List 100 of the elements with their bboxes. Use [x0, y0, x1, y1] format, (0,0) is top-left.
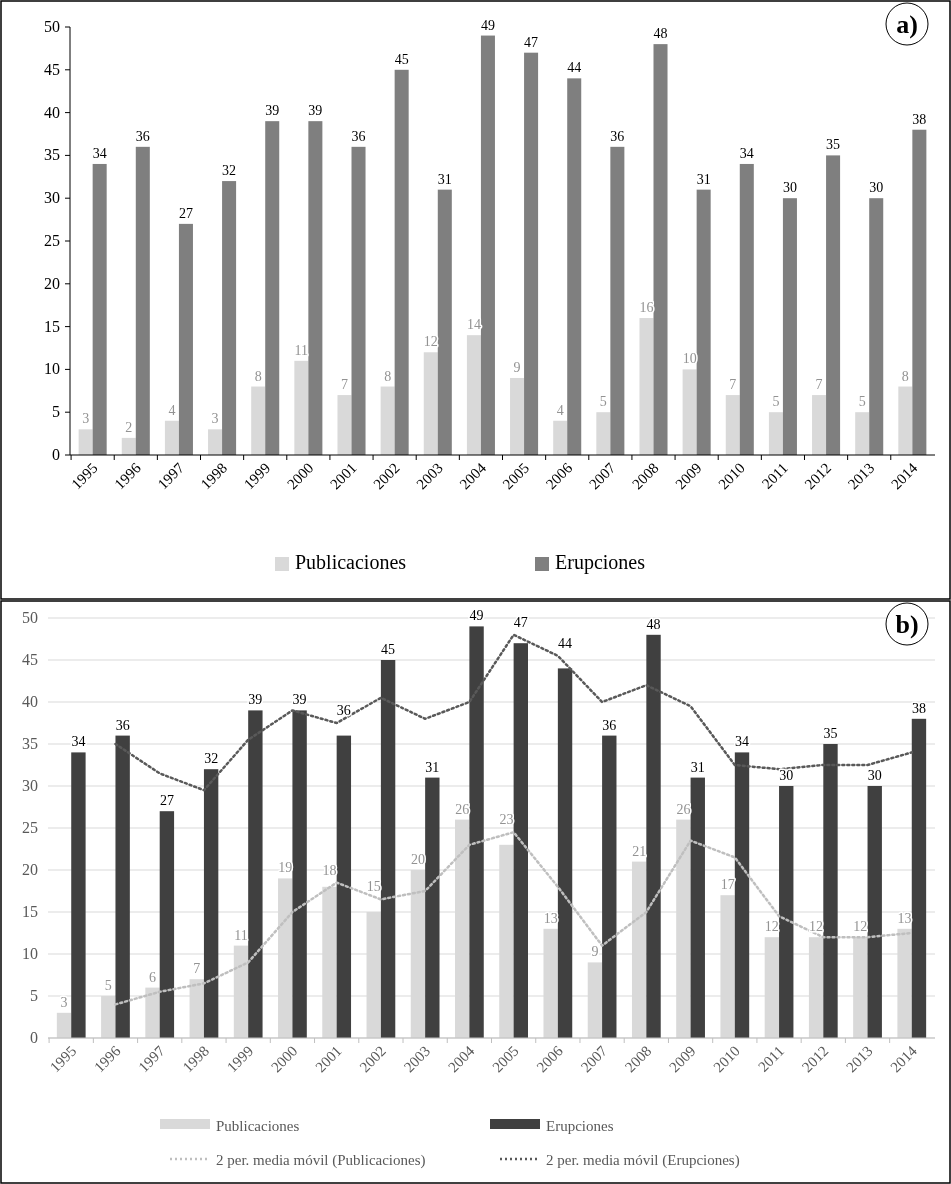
data-label: 44 — [558, 635, 573, 651]
bar — [208, 429, 223, 455]
bar — [639, 318, 654, 455]
bar — [164, 420, 179, 455]
data-label: 30 — [869, 180, 884, 196]
y-tick-label: 35 — [22, 735, 38, 752]
y-tick-label: 50 — [44, 18, 60, 35]
bar — [469, 626, 484, 1038]
data-label: 31 — [425, 759, 440, 775]
bar — [480, 35, 495, 455]
data-label: 9 — [513, 359, 521, 375]
data-label: 34 — [735, 734, 750, 750]
bar — [513, 643, 528, 1038]
y-tick-label: 0 — [30, 1029, 38, 1046]
data-label: 4 — [168, 402, 176, 418]
data-label: 36 — [602, 717, 617, 733]
bar — [696, 189, 711, 455]
data-label: 27 — [178, 205, 193, 221]
bar — [78, 429, 93, 455]
data-label: 7 — [193, 961, 201, 977]
data-label: 6 — [149, 969, 157, 985]
data-label: 4 — [556, 402, 564, 418]
data-label: 39 — [248, 692, 263, 708]
bar — [121, 437, 136, 455]
bar — [159, 811, 175, 1038]
bar — [682, 369, 697, 455]
data-label: 8 — [254, 368, 262, 384]
data-label: 26 — [455, 801, 470, 817]
bar — [826, 155, 841, 455]
bar — [768, 412, 783, 455]
data-label: 10 — [682, 351, 697, 367]
data-label: 38 — [912, 111, 927, 127]
data-label: 12 — [853, 919, 868, 935]
bar — [812, 395, 827, 455]
data-label: 34 — [92, 145, 107, 161]
y-tick-label: 15 — [44, 317, 60, 335]
data-label: 48 — [653, 26, 668, 42]
data-label: 47 — [524, 34, 539, 50]
y-tick-label: 30 — [22, 777, 38, 794]
y-tick-label: 25 — [44, 232, 60, 249]
y-tick-label: 10 — [44, 360, 60, 378]
bar — [178, 223, 193, 455]
data-label: 44 — [567, 60, 582, 76]
legend-label: Erupciones — [555, 551, 646, 574]
data-label: 7 — [340, 377, 348, 393]
data-label: 11 — [294, 342, 309, 358]
y-tick-label: 50 — [22, 609, 38, 626]
bar — [56, 1012, 72, 1038]
data-label: 12 — [764, 919, 779, 935]
data-label: 38 — [911, 700, 926, 716]
legend-label: 2 per. media móvil (Erupciones) — [546, 1152, 740, 1169]
y-tick-label: 20 — [22, 861, 38, 878]
bar — [380, 660, 396, 1038]
data-label: 11 — [234, 927, 248, 943]
bar — [251, 386, 266, 455]
bar — [739, 163, 754, 455]
bar — [690, 777, 705, 1038]
data-label: 13 — [543, 910, 558, 926]
data-label: 34 — [739, 145, 754, 161]
data-label: 36 — [610, 128, 625, 144]
data-label: 17 — [720, 877, 735, 893]
y-tick-label: 5 — [30, 987, 38, 1004]
data-label: 39 — [292, 692, 307, 708]
data-label: 39 — [265, 103, 280, 119]
bar — [869, 198, 884, 455]
y-tick-label: 0 — [52, 446, 60, 463]
legend-label: Erupciones — [546, 1118, 614, 1134]
y-tick-label: 40 — [44, 103, 60, 121]
bar — [567, 78, 582, 455]
y-tick-label: 40 — [22, 693, 38, 710]
bar — [557, 668, 573, 1038]
bar — [602, 735, 617, 1038]
bar — [898, 386, 913, 455]
data-label: 35 — [826, 137, 841, 153]
data-label: 30 — [779, 768, 794, 783]
bar — [466, 335, 481, 455]
y-tick-label: 45 — [22, 651, 38, 668]
data-label: 9 — [591, 944, 599, 960]
bar — [646, 634, 661, 1038]
data-label: 30 — [782, 180, 797, 196]
data-label: 30 — [867, 768, 882, 783]
data-label: 26 — [676, 801, 691, 817]
data-label: 7 — [815, 377, 823, 393]
data-label: 16 — [639, 300, 654, 316]
data-label: 48 — [646, 616, 661, 632]
data-label: 32 — [222, 163, 237, 179]
bar — [510, 377, 525, 455]
data-label: 8 — [901, 368, 909, 384]
data-label: 27 — [159, 793, 174, 809]
y-tick-label: 5 — [52, 403, 60, 421]
bar — [380, 386, 395, 455]
data-label: 5 — [104, 978, 112, 993]
data-label: 36 — [115, 717, 130, 733]
bar — [337, 395, 352, 455]
bar — [248, 710, 263, 1038]
bar — [222, 181, 237, 455]
data-label: 14 — [466, 317, 481, 333]
bar — [145, 987, 160, 1038]
data-label: 19 — [278, 860, 293, 876]
y-tick-label: 30 — [44, 189, 60, 207]
